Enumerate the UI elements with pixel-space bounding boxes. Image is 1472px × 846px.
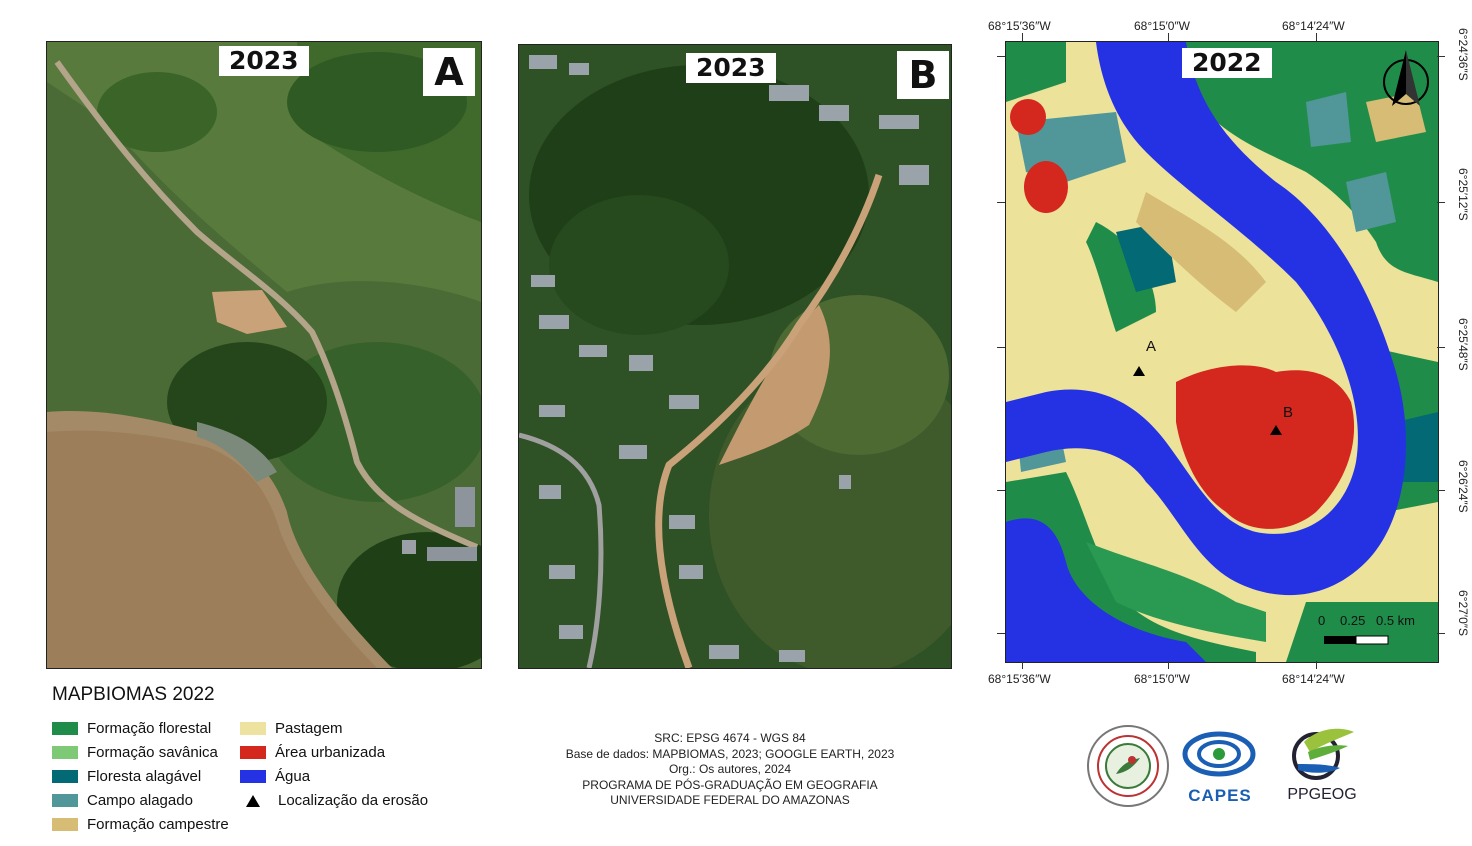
panel-letter-a: A <box>423 48 475 96</box>
legend-item-campo-alagado: Campo alagado <box>52 792 193 809</box>
tick <box>997 490 1005 491</box>
coord-right-1: 6°24′36″S <box>1456 28 1470 81</box>
erosion-label-a: A <box>1146 338 1157 355</box>
legend-swatch <box>52 770 78 783</box>
tick <box>1168 661 1169 669</box>
legend-item-formacao-florestal: Formação florestal <box>52 720 211 737</box>
year-label-b: 2023 <box>686 53 776 83</box>
scalebar-label-0: 0 <box>1318 613 1326 628</box>
coord-top-3: 68°14′24″W <box>1282 19 1345 33</box>
tick <box>1316 661 1317 669</box>
capes-logo: CAPES <box>1180 728 1258 808</box>
ppgeog-text: PPGEOG <box>1287 786 1357 803</box>
satellite-panel-b: 2023 B <box>518 44 952 669</box>
tick <box>1437 633 1445 634</box>
tick <box>1437 347 1445 348</box>
satellite-image-a <box>47 42 481 668</box>
legend-swatch <box>240 770 266 783</box>
coord-bottom-2: 68°15′0″W <box>1134 672 1190 686</box>
legend-label: Formação campestre <box>87 816 229 833</box>
tick <box>997 202 1005 203</box>
tick <box>1168 33 1169 41</box>
scalebar-label-05km: 0.5 km <box>1376 613 1416 628</box>
scalebar-label-025: 0.25 <box>1340 613 1366 628</box>
legend-swatch <box>240 746 266 759</box>
coord-top-1: 68°15′36″W <box>988 19 1051 33</box>
legend-swatch <box>52 818 78 831</box>
coord-right-3: 6°25′48″S <box>1456 318 1470 371</box>
legend-item-formacao-savanica: Formação savânica <box>52 744 218 761</box>
credits-line: PROGRAMA DE PÓS-GRADUAÇÃO EM GEOGRAFIA <box>582 777 878 792</box>
credits-block: SRC: EPSG 4674 - WGS 84 Base de dados: M… <box>520 731 940 809</box>
legend-swatch <box>240 722 266 735</box>
coord-right-5: 6°27′0″S <box>1456 590 1470 636</box>
satellite-panel-a: 2023 A <box>46 41 482 669</box>
erosion-label-b: B <box>1283 404 1294 421</box>
tick <box>997 56 1005 57</box>
tick <box>1437 56 1445 57</box>
north-arrow-icon <box>1383 50 1429 106</box>
tick <box>1022 33 1023 41</box>
tick <box>1316 33 1317 41</box>
legend-item-pastagem: Pastagem <box>240 720 343 737</box>
tick <box>1437 202 1445 203</box>
coord-top-2: 68°15′0″W <box>1134 19 1190 33</box>
legend-label: Floresta alagável <box>87 768 202 785</box>
panel-letter-b: B <box>897 51 949 99</box>
coord-bottom-1: 68°15′36″W <box>988 672 1051 686</box>
landcover-map <box>1006 42 1438 662</box>
legend-item-erosao: Localização da erosão <box>240 792 428 809</box>
year-label-a: 2023 <box>219 46 309 76</box>
legend-label: Formação savânica <box>87 744 218 761</box>
legend-swatch <box>52 746 78 759</box>
legend-label: Campo alagado <box>87 792 193 809</box>
capes-text: CAPES <box>1188 786 1252 805</box>
year-label-c: 2022 <box>1182 48 1272 78</box>
legend-label: Localização da erosão <box>278 792 429 809</box>
legend-label: Água <box>275 768 311 785</box>
landcover-map-panel: 2022 A B 0 0.25 0.5 km <box>1005 41 1439 663</box>
tick <box>997 347 1005 348</box>
satellite-image-b <box>519 45 951 668</box>
coord-right-2: 6°25′12″S <box>1456 168 1470 221</box>
legend-item-agua: Água <box>240 768 310 785</box>
ppgeog-logo: PPGEOG <box>1284 724 1360 808</box>
tick <box>1022 661 1023 669</box>
legend-label: Área urbanizada <box>275 744 386 761</box>
credits-line: UNIVERSIDADE FEDERAL DO AMAZONAS <box>610 793 850 807</box>
erosion-triangle-icon <box>246 794 260 807</box>
tick <box>997 633 1005 634</box>
credits-line: Base de dados: MAPBIOMAS, 2023; GOOGLE E… <box>565 746 895 761</box>
legend-label: Pastagem <box>275 720 343 737</box>
tick <box>1437 490 1445 491</box>
legend-item-formacao-campestre: Formação campestre <box>52 816 229 833</box>
credits-line: SRC: EPSG 4674 - WGS 84 <box>654 731 806 745</box>
legend-swatch <box>52 794 78 807</box>
legend-label: Formação florestal <box>87 720 212 737</box>
legend-swatch <box>52 722 78 735</box>
coord-bottom-3: 68°14′24″W <box>1282 672 1345 686</box>
ufam-logo <box>1086 724 1170 808</box>
legend-item-area-urbanizada: Área urbanizada <box>240 744 385 761</box>
legend-title: MAPBIOMAS 2022 <box>52 684 215 705</box>
credits-line: Org.: Os autores, 2024 <box>668 762 792 776</box>
legend-item-floresta-alagavel: Floresta alagável <box>52 768 201 785</box>
coord-right-4: 6°26′24″S <box>1456 460 1470 513</box>
